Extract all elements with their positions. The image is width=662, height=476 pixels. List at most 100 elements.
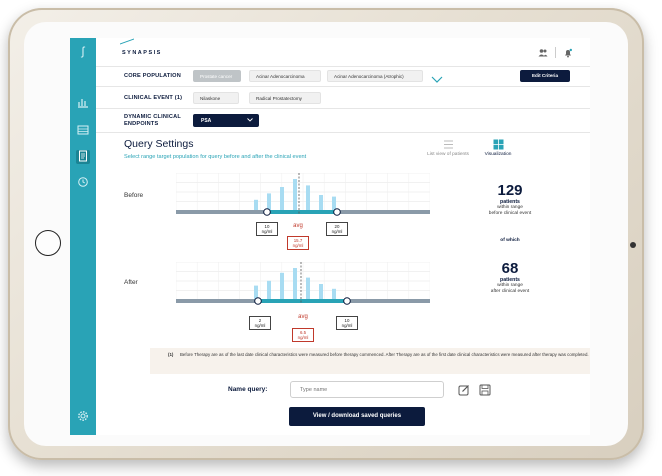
grid-icon[interactable] (76, 124, 90, 138)
after-min-tag: 2 ng/ml (249, 316, 271, 331)
range-selected (267, 210, 337, 214)
histogram-bar (332, 196, 336, 211)
endpoints-row: DYNAMIC CLINICAL ENDPOINTS PSA (96, 108, 590, 133)
list-view-toggle[interactable]: List view of patients (418, 139, 478, 157)
core-population-label: CORE POPULATION (124, 73, 181, 79)
clinical-event-row: CLINICAL EVENT (1) Nilaskone Radical Pro… (96, 86, 590, 109)
chevron-down-icon (247, 118, 253, 122)
before-count-sub1: within range (497, 205, 523, 210)
before-avg-value: 15.7 (293, 238, 303, 243)
sidebar: ʃ (70, 38, 96, 435)
before-max-tag: 20 ng/ml (326, 222, 348, 237)
histogram-bar (267, 193, 271, 211)
histogram-bar (293, 268, 297, 300)
list-view-label: List view of patients (427, 152, 469, 157)
before-max-unit: ng/ml (331, 229, 343, 235)
before-min-value: 10 (264, 224, 270, 229)
before-max-value: 20 (334, 224, 340, 229)
clinical-event-label: CLINICAL EVENT (1) (124, 95, 183, 101)
histogram-bar (332, 288, 336, 300)
document-icon[interactable] (76, 150, 90, 164)
app-logo: SYNAPSIS (122, 50, 162, 56)
histogram-bar (306, 185, 310, 211)
page-title: Query Settings (124, 138, 194, 150)
footnote: (1) Before Therapy are as of the last da… (150, 348, 590, 374)
histogram-bar (319, 195, 323, 211)
camera (630, 242, 636, 248)
endpoint-select[interactable]: PSA (193, 114, 259, 127)
before-avg-tag: 15.7 ng/ml (287, 236, 309, 251)
list-icon (443, 140, 453, 149)
footnote-text: Before Therapy are as of the last date c… (180, 352, 589, 357)
before-min-unit: ng/ml (261, 229, 273, 235)
history-icon[interactable] (76, 176, 90, 190)
main-content: SYNAPSIS CORE POPULATION Prostate cancer… (96, 38, 590, 435)
chart-icon[interactable] (76, 96, 90, 110)
chip-radical-prostatectomy[interactable]: Radical Prostatectomy (249, 92, 321, 104)
app-screen: ʃ SYNAPSIS (70, 38, 590, 435)
endpoint-select-value: PSA (201, 117, 212, 124)
endpoints-label-line1: DYNAMIC CLINICAL (124, 114, 181, 120)
histogram-bar (267, 280, 271, 300)
histogram-bar (254, 285, 258, 300)
range-max-handle (343, 297, 351, 305)
before-histogram (176, 173, 430, 216)
after-avg-unit: ng/ml (297, 335, 309, 341)
range-min-handle (254, 297, 262, 305)
after-max-unit: ng/ml (341, 323, 353, 329)
after-count-sub2: after clinical event (490, 289, 530, 294)
view-saved-queries-button[interactable]: View / download saved queries (289, 407, 425, 426)
after-min-value: 2 (258, 318, 262, 323)
after-avg-tag: 6.5 ng/ml (292, 328, 314, 343)
after-max-tag: 10 ng/ml (336, 316, 358, 331)
before-count-value: 129 (497, 182, 523, 199)
edit-icon[interactable] (458, 383, 470, 396)
after-count-value: 68 (501, 260, 519, 277)
chip-prostate-cancer[interactable]: Prostate cancer (193, 70, 241, 82)
range-selected (258, 299, 347, 303)
footnote-mark: (1) (168, 352, 174, 357)
histogram-bar (306, 277, 310, 300)
settings-icon[interactable] (76, 410, 90, 424)
chevron-down-icon[interactable] (431, 71, 443, 89)
before-count-label: patients (500, 199, 520, 205)
after-avg-value: 6.5 (299, 330, 307, 335)
after-min-unit: ng/ml (254, 323, 266, 329)
edit-criteria-button[interactable]: Edit Criteria (520, 70, 570, 82)
after-histogram (176, 262, 430, 305)
after-count: 68 patients within range after clinical … (470, 260, 550, 295)
save-icon[interactable] (479, 383, 491, 396)
visualization-label: Visualization (484, 152, 512, 157)
users-icon[interactable] (538, 48, 548, 59)
of-which-label: of which (500, 238, 520, 243)
after-count-label: patients (500, 277, 520, 283)
histogram-bar (293, 179, 297, 211)
name-query-label: Name query: (228, 386, 268, 393)
chip-acinar-atrophic[interactable]: Acinar Adenocarcinoma (Atrophic) (327, 70, 423, 82)
notification-icon[interactable] (563, 48, 573, 60)
before-avg-label: avg (293, 223, 303, 229)
before-avg-unit: ng/ml (292, 243, 304, 249)
visualization-icon (493, 139, 503, 150)
home-button (35, 230, 61, 256)
page-subtitle: Select range target population for query… (124, 154, 307, 160)
before-count: 129 patients within range before clinica… (470, 182, 550, 217)
histogram-bar (254, 199, 258, 211)
before-label: Before (124, 192, 144, 199)
name-query-input[interactable] (290, 381, 444, 398)
chip-acinar-adenocarcinoma[interactable]: Acinar Adenocarcinoma (249, 70, 321, 82)
app-logo-icon: ʃ (81, 44, 85, 58)
after-avg-label: avg (298, 314, 308, 320)
histogram-bar (280, 272, 284, 300)
after-label: After (124, 279, 138, 286)
histogram-bar (280, 187, 284, 211)
visualization-toggle[interactable]: Visualization (478, 139, 518, 157)
before-count-sub2: before clinical event (488, 211, 532, 216)
range-max-handle (333, 208, 341, 216)
top-bar: SYNAPSIS (96, 38, 590, 67)
range-min-handle (263, 208, 271, 216)
chip-nilaskone[interactable]: Nilaskone (193, 92, 239, 104)
after-max-value: 10 (344, 318, 350, 323)
histogram-bar (319, 284, 323, 300)
divider (555, 47, 556, 58)
